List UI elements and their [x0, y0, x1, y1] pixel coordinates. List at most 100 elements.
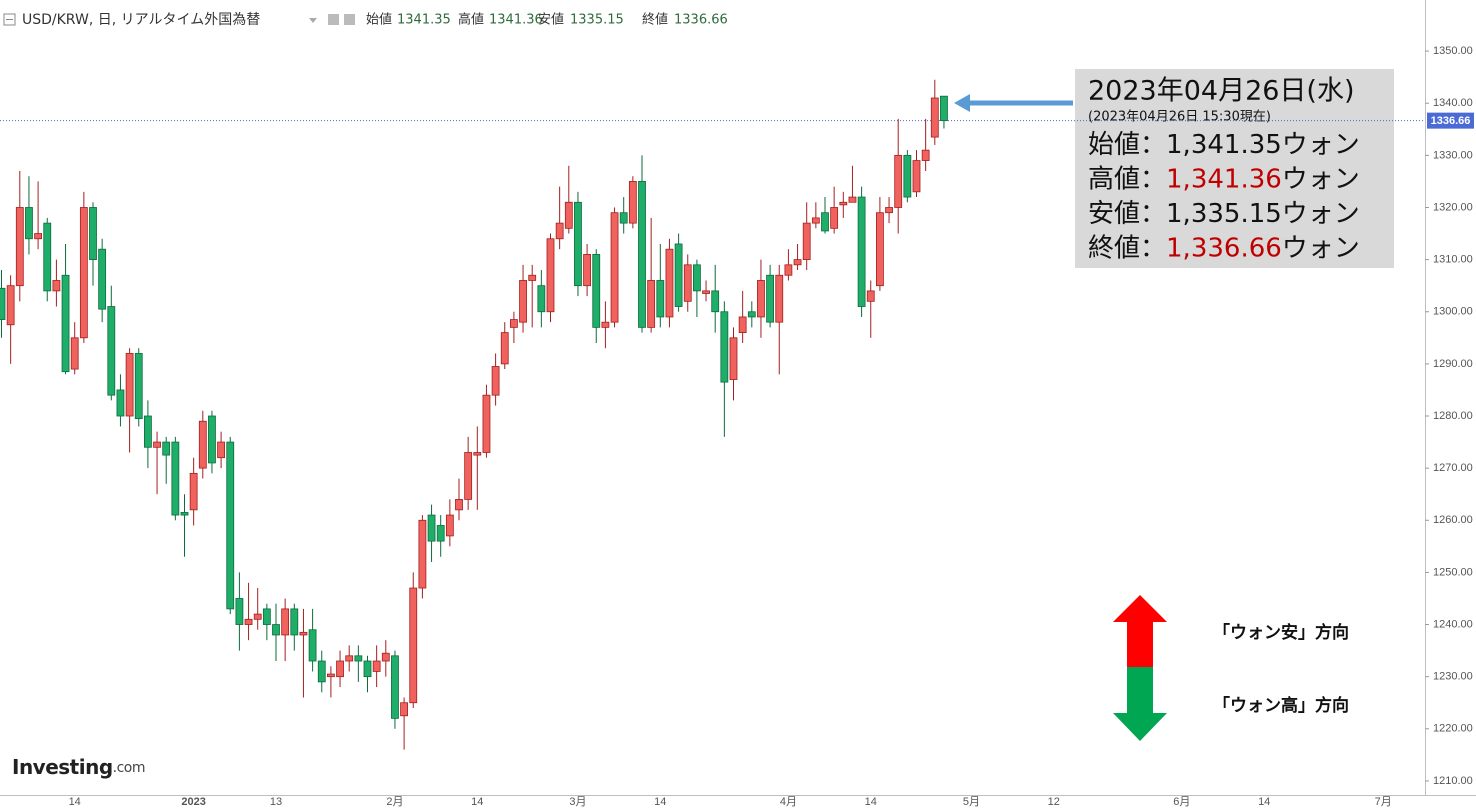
candle-body [775, 274, 784, 323]
candle-body [180, 512, 189, 516]
annotation-asof: (2023年04月26日 15:30現在) [1088, 110, 1271, 125]
candle-body [601, 321, 610, 328]
candle-body [272, 624, 280, 636]
candle-body [509, 319, 518, 328]
candle-body [628, 181, 637, 224]
candle-body [674, 243, 683, 307]
candle-body [171, 441, 180, 516]
candle-body [162, 441, 171, 456]
candle-body [363, 660, 372, 678]
candle-body [436, 525, 445, 542]
candle-body [336, 660, 344, 678]
y-tick-label: 1310.00 [1433, 254, 1473, 266]
candle-body [574, 201, 582, 287]
x-tick-label: 6月 [1173, 796, 1190, 808]
candle-body [70, 337, 79, 370]
annotation-row: 安値：1,335.15ウォン [1088, 199, 1360, 229]
candle-body [0, 287, 6, 320]
candle-body [290, 608, 299, 636]
y-tick-label: 1300.00 [1433, 306, 1473, 318]
row-label: 終値： [1088, 233, 1166, 263]
candle-body [766, 274, 774, 323]
symbol: USD/KRW, 日, リアルタイム外国為替 [22, 12, 260, 28]
ohlc-label: 始値 [366, 12, 392, 28]
pointer-arrow-head [954, 94, 970, 112]
candle-body [940, 95, 948, 122]
candle-body [885, 207, 893, 214]
candle-body [107, 306, 116, 396]
candle-body [702, 290, 710, 294]
y-tick-label: 1260.00 [1433, 514, 1473, 526]
candle-body [647, 280, 656, 328]
dropdown-icon[interactable] [309, 18, 317, 23]
row-value: 1,341.36 [1166, 164, 1282, 194]
candle-body [921, 149, 930, 161]
candle-body [354, 655, 363, 662]
row-value: 1,336.66 [1166, 233, 1282, 263]
x-tick-label: 12 [1048, 796, 1060, 808]
candle-body [537, 285, 546, 313]
candle-body [546, 238, 555, 313]
x-tick-label: 2023 [181, 796, 205, 808]
y-tick-label: 1340.00 [1433, 97, 1473, 109]
candle-body [445, 514, 454, 537]
y-tick-label: 1290.00 [1433, 358, 1473, 370]
candle-body [857, 196, 866, 307]
candle-body [802, 222, 811, 261]
candle-body [610, 212, 619, 323]
candle-body [244, 618, 253, 625]
candle-body [930, 97, 939, 138]
logo-suffix: .com [113, 760, 145, 776]
candle-body [757, 280, 765, 318]
candle-body [134, 353, 143, 420]
candle-body [326, 673, 335, 678]
settings-icon[interactable] [328, 14, 339, 25]
candle-body [226, 441, 235, 610]
candle-body [427, 514, 436, 542]
candle-body [281, 608, 290, 636]
candle-body [555, 222, 564, 240]
candle-body [116, 389, 125, 417]
candle-body [693, 264, 701, 292]
candle-body [125, 353, 134, 417]
candle-body [308, 629, 317, 662]
candle-body [848, 196, 857, 203]
candle-body [564, 201, 573, 229]
x-tick-label: 7月 [1375, 796, 1392, 808]
candle-body [6, 285, 15, 326]
x-tick-label: 14 [471, 796, 483, 808]
candle-body [912, 160, 921, 193]
candle-body [253, 613, 262, 620]
ohlc-value: 1341.36 [489, 13, 543, 28]
close-icon[interactable] [344, 14, 355, 25]
annotation-box [1075, 69, 1394, 268]
candle-body [15, 207, 24, 287]
candle-body [683, 264, 692, 302]
collapse-icon[interactable] [3, 13, 16, 26]
annotation-rows: 始値：1,341.35ウォン高値：1,341.36ウォン安値：1,335.15ウ… [1088, 130, 1360, 264]
y-tick-label: 1210.00 [1433, 775, 1473, 787]
candle-body [52, 280, 61, 292]
last-price-label: 1336.66 [1431, 115, 1471, 127]
candle-body [793, 259, 802, 266]
ohlc-label: 終値 [642, 12, 668, 28]
candle-body [34, 233, 42, 240]
candle-body [317, 660, 326, 683]
candle-body [143, 415, 152, 448]
candle-body [482, 394, 491, 453]
candle-body [619, 212, 628, 224]
candle-body [720, 311, 729, 383]
candle-body [235, 598, 244, 625]
candle-body [79, 207, 88, 339]
annotation-row: 高値：1,341.36ウォン [1088, 164, 1360, 194]
candle-body [811, 217, 820, 224]
row-unit: ウォン [1282, 233, 1360, 263]
x-tick-label: 14 [1258, 796, 1270, 808]
row-unit: ウォン [1282, 164, 1360, 194]
row-unit: ウォン [1282, 199, 1360, 229]
candle-body [409, 587, 418, 704]
candle-body [43, 222, 52, 292]
candle-body [372, 660, 381, 672]
y-tick-label: 1350.00 [1433, 45, 1473, 57]
